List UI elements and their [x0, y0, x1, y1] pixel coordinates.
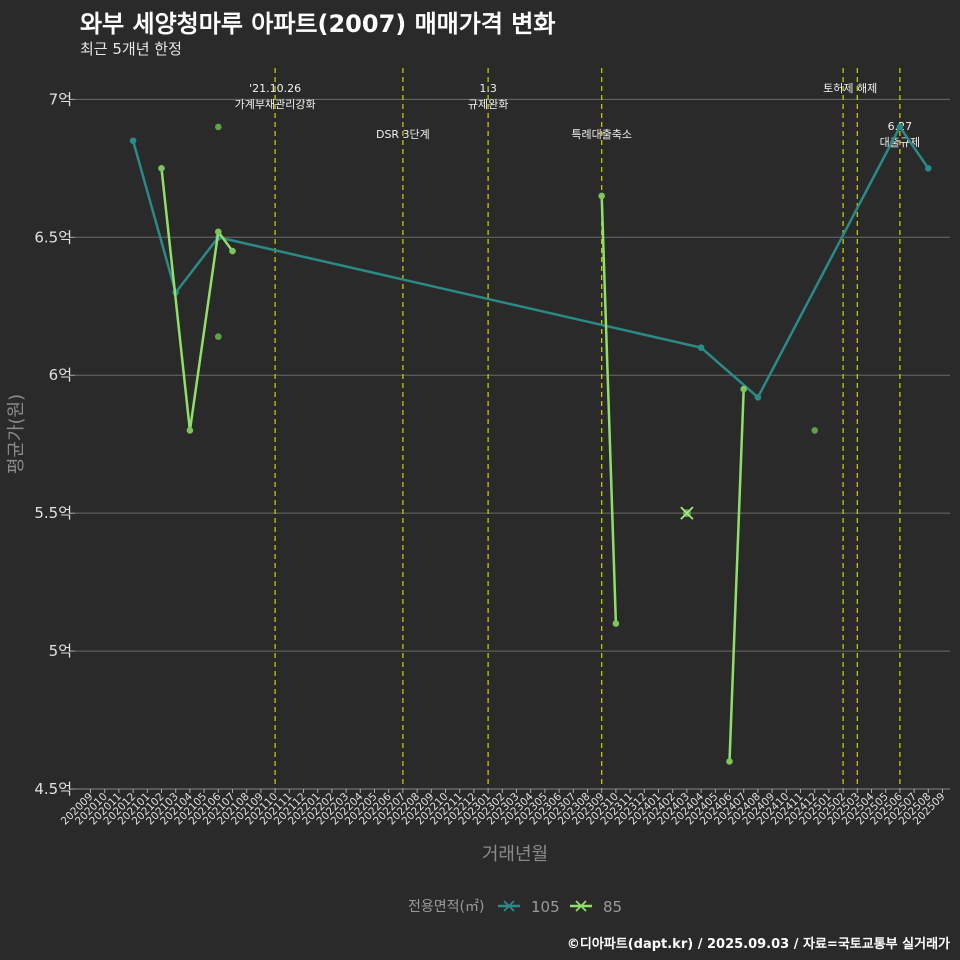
- event-label: 1.3: [479, 82, 497, 95]
- chart-title: 와부 세양청마루 아파트(2007) 매매가격 변화: [80, 10, 556, 38]
- event-label: 가계부채관리강화: [235, 98, 316, 111]
- series-105-line: [131, 124, 930, 400]
- series-85-point: [598, 192, 605, 200]
- y-tick-label: 6.5억: [34, 228, 72, 246]
- series-85-point: [740, 385, 747, 393]
- legend-swatch-cross: [575, 900, 587, 912]
- event-label: 토허제 해제: [823, 81, 877, 95]
- x-axis-label: 거래년월: [482, 844, 548, 865]
- series-85-point: [215, 333, 222, 340]
- event-label: 특례대출축소: [571, 128, 632, 141]
- grid-lines: [75, 98, 950, 790]
- y-tick-label: 6억: [49, 366, 72, 384]
- source-caption: ©디아파트(dapt.kr) / 2025.09.03 / 자료=국토교통부 실…: [566, 937, 950, 952]
- chart-subtitle: 최근 5개년 한정: [80, 40, 182, 58]
- event-label: DSR 3단계: [376, 128, 430, 141]
- axes: 4.5억5억5.5억6억6.5억7억2020092020102020112020…: [34, 90, 950, 827]
- series-layer: [129, 123, 932, 765]
- event-label: 규제완화: [468, 98, 508, 111]
- y-tick-label: 4.5억: [34, 780, 72, 798]
- series-85-point: [811, 427, 818, 434]
- cross-marker: [680, 506, 694, 520]
- series-85-point: [229, 247, 236, 255]
- series-85-point: [215, 123, 222, 131]
- series-105-point: [896, 123, 904, 131]
- event-label: '21.10.26: [249, 82, 301, 95]
- series-105-point: [754, 393, 762, 401]
- series-105-point: [129, 137, 137, 145]
- y-axis-label: 평균가(원): [6, 394, 27, 474]
- series-85-point: [215, 228, 222, 236]
- legend: 전용면적(㎡) 105 85: [408, 898, 622, 916]
- series-85-point: [726, 758, 733, 765]
- series-105-point: [925, 165, 932, 172]
- series-85-point: [612, 620, 620, 627]
- y-tick-label: 7억: [49, 90, 72, 108]
- series-105-point: [697, 344, 705, 351]
- legend-swatch-cross: [503, 900, 515, 912]
- y-tick-label: 5억: [49, 642, 72, 660]
- series-85-point: [158, 165, 165, 172]
- series-85-point: [186, 427, 194, 434]
- series-85-line: [160, 168, 234, 431]
- legend-title: 전용면적(㎡): [408, 899, 484, 915]
- series-85-line: [600, 195, 618, 624]
- legend-label: 85: [603, 898, 622, 916]
- legend-label: 105: [531, 898, 560, 916]
- series-85-line: [728, 388, 745, 762]
- y-tick-label: 5.5억: [34, 504, 72, 522]
